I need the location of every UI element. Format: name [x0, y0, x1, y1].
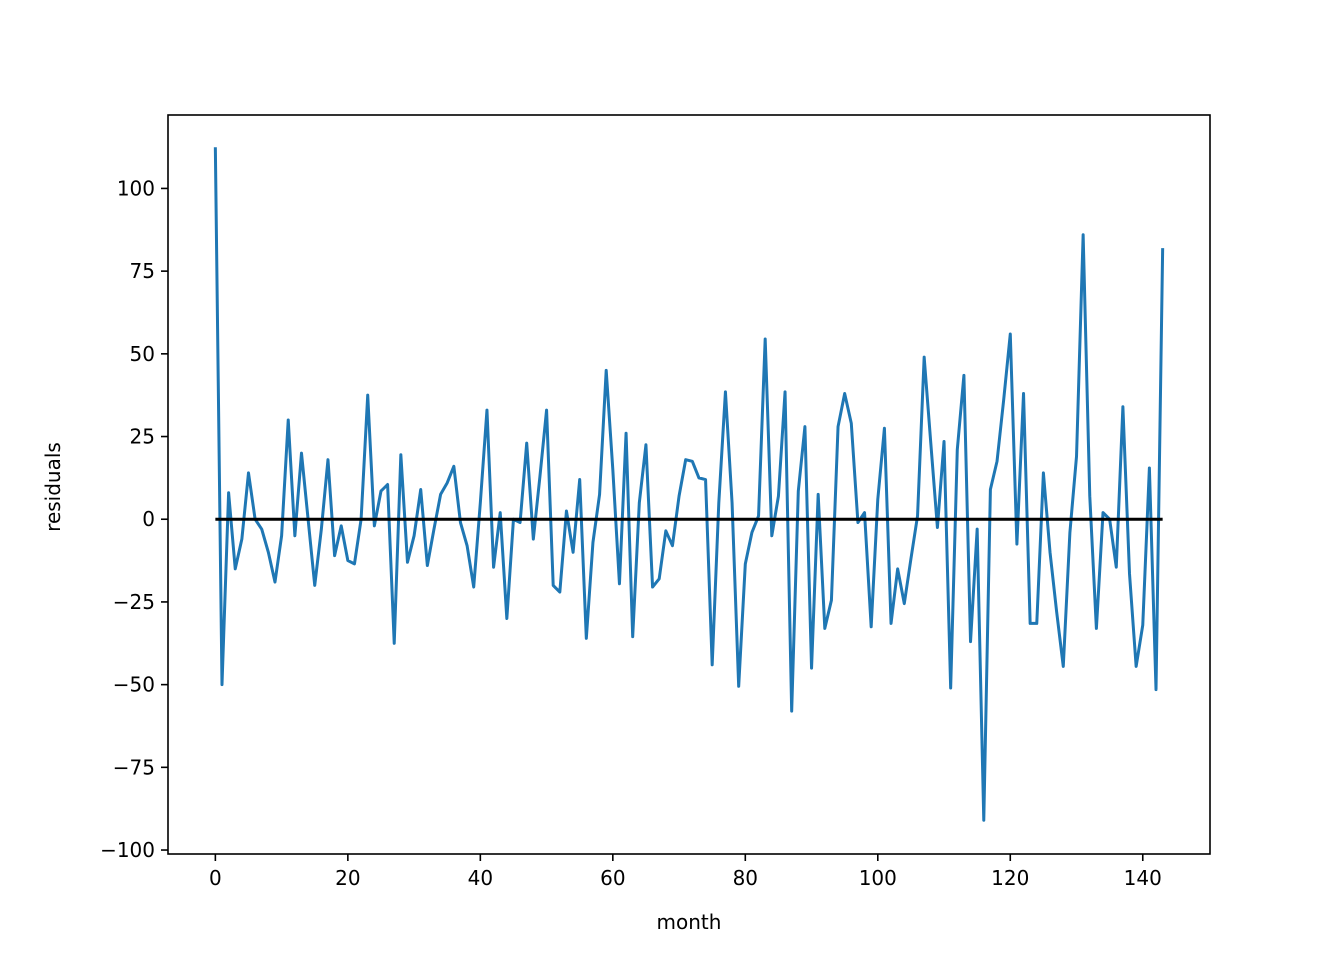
- y-tick-label: 100: [117, 176, 155, 200]
- x-axis-label: month: [657, 910, 722, 934]
- x-tick-label: 120: [991, 866, 1029, 890]
- y-tick-label: −50: [113, 673, 155, 697]
- plot-border: [167, 114, 1211, 855]
- residuals-line: [213, 147, 1165, 822]
- y-tick-label: −75: [113, 755, 155, 779]
- x-tick-label: 80: [733, 866, 758, 890]
- y-tick-label: −25: [113, 590, 155, 614]
- y-axis: −100 −75 −50 −25 0 25 50 75 100: [100, 176, 168, 862]
- x-axis: 0 20 40 60 80 100 120 140: [209, 854, 1162, 890]
- y-tick-label: −100: [100, 838, 155, 862]
- y-tick-label: 75: [130, 259, 155, 283]
- x-tick-label: 60: [600, 866, 625, 890]
- y-tick-label: 0: [142, 507, 155, 531]
- y-tick-label: 50: [130, 342, 155, 366]
- x-tick-label: 100: [859, 866, 897, 890]
- x-tick-label: 20: [335, 866, 360, 890]
- y-tick-label: 25: [130, 425, 155, 449]
- plot-frame: [168, 115, 1210, 854]
- x-tick-label: 140: [1124, 866, 1162, 890]
- plot-area: [167, 114, 1211, 855]
- x-tick-label: 40: [468, 866, 493, 890]
- y-axis-label: residuals: [41, 442, 65, 532]
- x-tick-label: 0: [209, 866, 222, 890]
